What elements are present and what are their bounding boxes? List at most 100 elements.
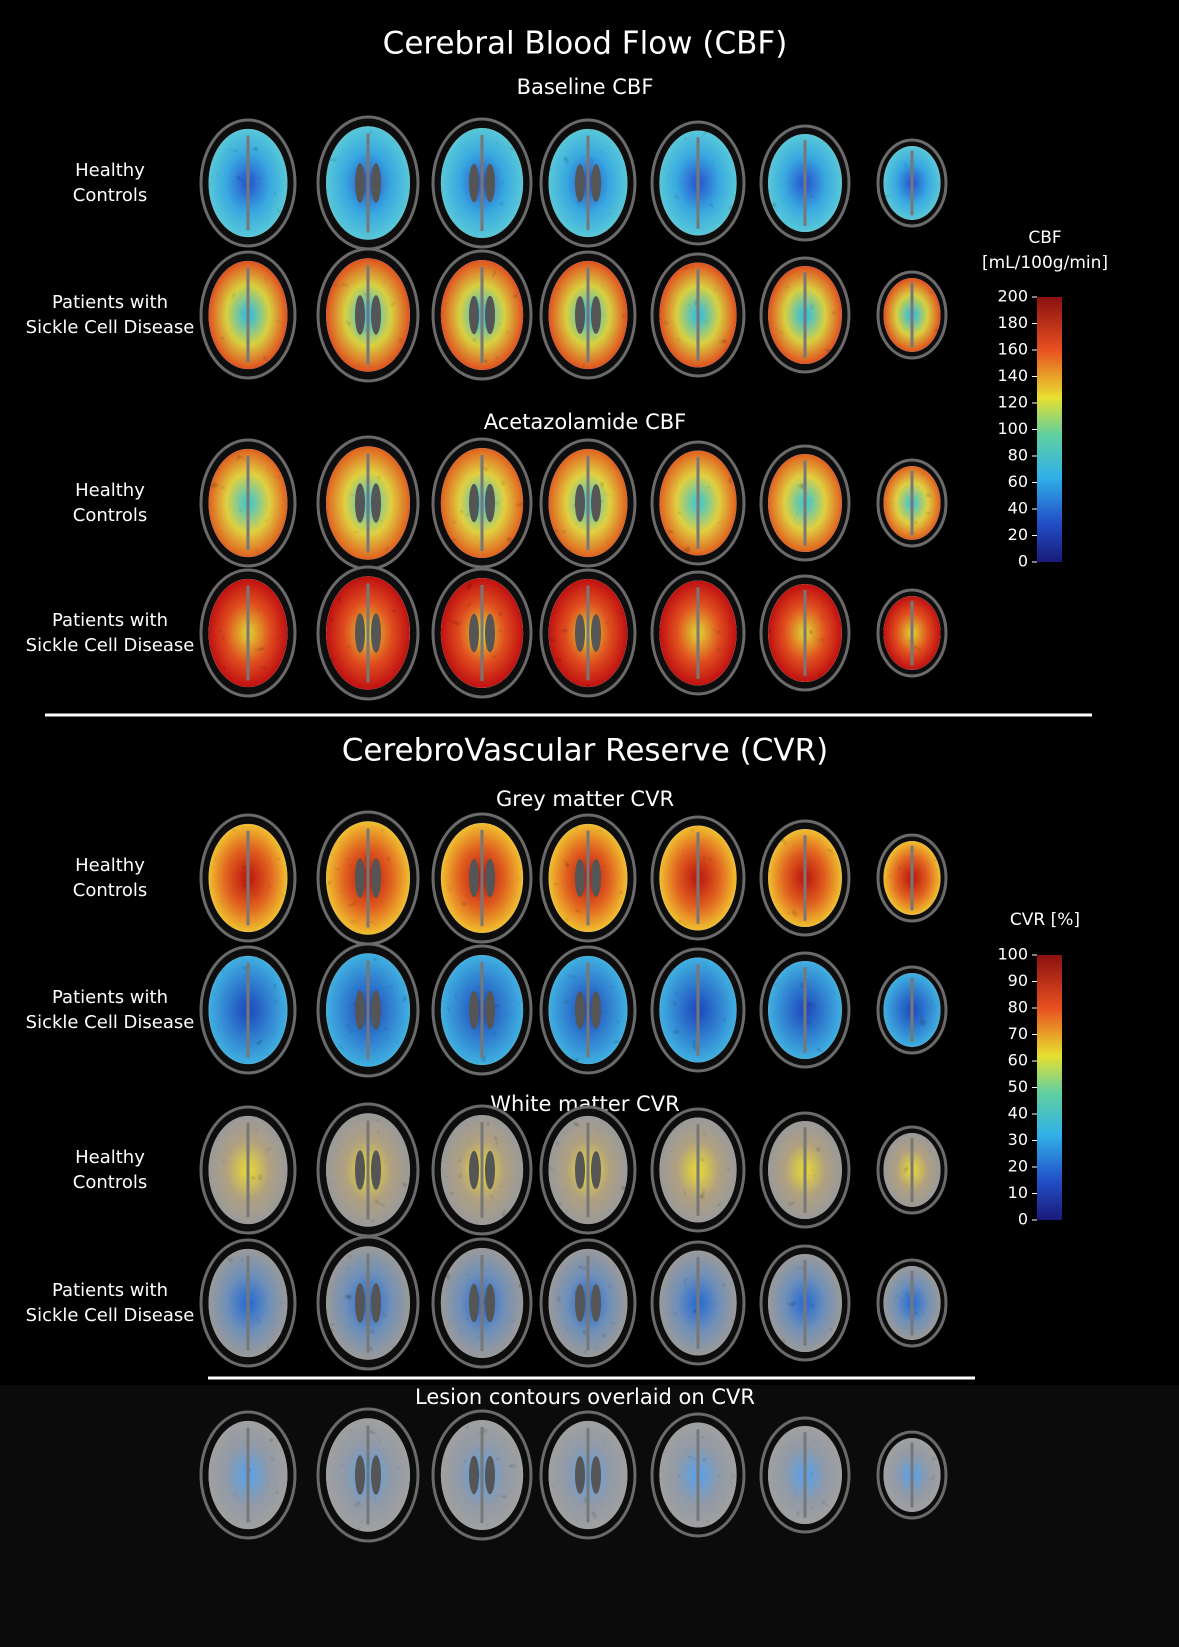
ventricle — [355, 990, 365, 1030]
row-label: Healthy — [75, 480, 145, 501]
row-label: Controls — [73, 880, 147, 901]
ventricle — [575, 296, 585, 334]
brain-slice — [878, 1432, 946, 1518]
brain-slice — [318, 812, 418, 944]
brain-slice — [433, 439, 531, 567]
colorbar-tick-label: 40 — [1008, 499, 1028, 518]
brain-slice — [541, 1412, 635, 1538]
brain-slice — [318, 249, 418, 381]
brain-slice — [652, 949, 744, 1071]
brain-slice — [541, 947, 635, 1073]
row-label: Sickle Cell Disease — [26, 635, 195, 656]
row-label: Sickle Cell Disease — [26, 1305, 195, 1326]
colorbar-tick-label: 70 — [1008, 1024, 1028, 1043]
ventricle — [591, 296, 601, 334]
ventricle — [371, 858, 381, 898]
colorbar-tick-label: 0 — [1018, 552, 1028, 571]
ventricle — [575, 1284, 585, 1322]
ventricle — [591, 614, 601, 652]
colorbar-tick-label: 40 — [1008, 1104, 1028, 1123]
ventricle — [591, 1151, 601, 1189]
ventricle — [575, 614, 585, 652]
brain-slice — [318, 1237, 418, 1369]
brain-slice — [201, 947, 295, 1073]
brain-slice — [318, 1104, 418, 1236]
brain-slice — [761, 1246, 849, 1360]
brain-slice — [878, 460, 946, 546]
colorbar — [1037, 955, 1062, 1220]
brain-slice — [318, 567, 418, 699]
brain-slice — [878, 1260, 946, 1346]
ventricle — [371, 613, 381, 653]
brain-slice — [878, 272, 946, 358]
ventricle — [485, 991, 495, 1029]
row-label: Controls — [73, 1172, 147, 1193]
ventricle — [469, 614, 479, 652]
ventricle — [469, 296, 479, 334]
colorbar-tick-label: 60 — [1008, 1051, 1028, 1070]
ventricle — [355, 295, 365, 335]
ventricle — [371, 483, 381, 523]
brain-slice — [318, 117, 418, 249]
ventricle — [469, 164, 479, 202]
brain-slice — [652, 1242, 744, 1364]
ventricle — [485, 1284, 495, 1322]
ventricle — [355, 1283, 365, 1323]
brain-slice — [201, 1107, 295, 1233]
ventricle — [575, 859, 585, 897]
row-label: Patients with — [52, 1280, 168, 1301]
ventricle — [575, 1456, 585, 1494]
ventricle — [485, 1456, 495, 1494]
colorbar-label: [mL/100g/min] — [982, 253, 1108, 273]
row-label: Healthy — [75, 1147, 145, 1168]
colorbar-tick-label: 100 — [997, 419, 1028, 438]
ventricle — [469, 1151, 479, 1189]
section-title: CerebroVascular Reserve (CVR) — [342, 733, 828, 769]
ventricle — [371, 990, 381, 1030]
ventricle — [371, 295, 381, 335]
brain-slice — [878, 140, 946, 226]
ventricle — [575, 164, 585, 202]
brain-slice — [318, 1409, 418, 1541]
colorbar-tick-label: 0 — [1018, 1210, 1028, 1229]
ventricle — [371, 163, 381, 203]
colorbar-tick-label: 90 — [1008, 971, 1028, 990]
ventricle — [485, 1151, 495, 1189]
brain-slice — [761, 821, 849, 935]
ventricle — [469, 1456, 479, 1494]
colorbar-tick-label: 180 — [997, 313, 1028, 332]
colorbar-tick-label: 20 — [1008, 525, 1028, 544]
ventricle — [355, 1150, 365, 1190]
brain-slice — [652, 254, 744, 376]
colorbar-tick-label: 30 — [1008, 1130, 1028, 1149]
brain-slice — [761, 953, 849, 1067]
ventricle — [591, 991, 601, 1029]
ventricle — [485, 614, 495, 652]
colorbar-tick-label: 80 — [1008, 998, 1028, 1017]
brain-slice — [761, 1418, 849, 1532]
brain-slice — [201, 1412, 295, 1538]
ventricle — [355, 858, 365, 898]
brain-slice — [878, 590, 946, 676]
brain-slice — [201, 120, 295, 246]
lesion-title: Lesion contours overlaid on CVR — [415, 1385, 755, 1409]
brain-slice — [761, 1113, 849, 1227]
brain-slice — [652, 572, 744, 694]
ventricle — [469, 1284, 479, 1322]
brain-slice — [201, 252, 295, 378]
ventricle — [485, 484, 495, 522]
colorbar-tick-label: 50 — [1008, 1077, 1028, 1096]
ventricle — [469, 859, 479, 897]
colorbar-tick-label: 20 — [1008, 1157, 1028, 1176]
brain-slice — [433, 946, 531, 1074]
brain-slice — [318, 437, 418, 569]
brain-slice — [878, 835, 946, 921]
ventricle — [371, 1150, 381, 1190]
brain-slice — [433, 1239, 531, 1367]
ventricle — [355, 163, 365, 203]
brain-slice — [652, 817, 744, 939]
colorbar-tick-label: 100 — [997, 945, 1028, 964]
brain-slice — [541, 1107, 635, 1233]
brain-slice — [201, 815, 295, 941]
brain-slice — [761, 258, 849, 372]
